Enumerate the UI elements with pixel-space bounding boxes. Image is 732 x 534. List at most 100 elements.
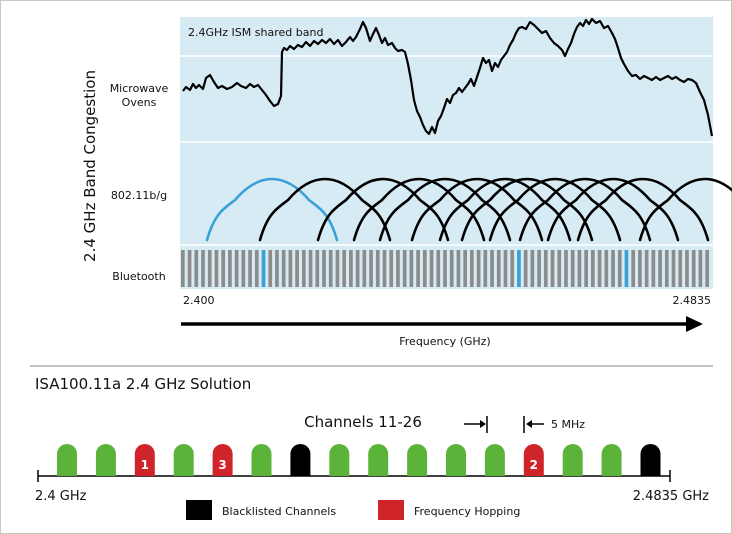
bluetooth-channel-bar: [543, 250, 548, 287]
wifi-channel-curve: [205, 177, 339, 242]
bluetooth-channel-bar: [705, 250, 709, 287]
bluetooth-channel-bar: [422, 250, 427, 287]
wifi-channel-curve: [352, 177, 486, 242]
freq-end-label: 2.4835: [673, 294, 712, 307]
legend-swatch-blacklisted: [186, 500, 212, 520]
bluetooth-channel-bar: [214, 250, 219, 287]
bluetooth-channel-bar: [550, 250, 555, 287]
bluetooth-channel-bar: [389, 250, 394, 287]
channel-normal: [446, 444, 466, 476]
bluetooth-channel-bar: [577, 250, 582, 287]
bluetooth-channel-bar: [308, 250, 313, 287]
bluetooth-channel-bars: [181, 250, 709, 287]
bluetooth-channel-bar: [268, 250, 273, 287]
channel-normal: [173, 444, 194, 476]
bluetooth-channel-bar: [449, 250, 454, 287]
bluetooth-channel-bar: [436, 250, 441, 287]
bluetooth-channel-bar: [207, 250, 212, 287]
bluetooth-channel-bar: [369, 250, 373, 287]
bluetooth-channel-bar: [644, 250, 649, 287]
bluetooth-channel-bar: [275, 250, 279, 287]
bluetooth-channel-bar: [698, 250, 703, 287]
bluetooth-channel-bar: [281, 250, 286, 287]
bluetooth-channel-bar: [510, 250, 515, 287]
channel-normal: [95, 444, 116, 476]
bluetooth-channel-bar: [658, 250, 662, 287]
channel-hop-number: 2: [530, 458, 538, 472]
bluetooth-channel-bar: [617, 250, 622, 287]
bluetooth-channel-bar: [584, 250, 588, 287]
bluetooth-channel-bar: [295, 250, 299, 287]
channel-normal: [562, 444, 583, 476]
wifi-channel-curves: [205, 177, 732, 242]
bluetooth-channel-bar: [604, 250, 609, 287]
wifi-channel-curve: [258, 177, 392, 242]
channel-blacklisted: [640, 444, 661, 476]
wifi-channel-curve: [316, 177, 450, 242]
bluetooth-channel-bar: [631, 250, 636, 287]
x-axis-title: Frequency (GHz): [399, 335, 490, 348]
bluetooth-channel-bar: [463, 250, 467, 287]
bluetooth-channel-bar: [591, 250, 595, 287]
channel-normal: [329, 444, 350, 476]
bluetooth-channel-bar: [564, 250, 568, 287]
row-label-bluetooth: Bluetooth: [112, 270, 165, 283]
bluetooth-channel-bar: [570, 250, 575, 287]
bluetooth-channel-bar: [624, 250, 629, 287]
bluetooth-channel-bar: [328, 250, 333, 287]
bluetooth-channel-bar: [517, 250, 521, 287]
channel-normal: [484, 444, 505, 476]
bluetooth-channel-bar: [382, 250, 387, 287]
bluetooth-channel-bar: [483, 250, 488, 287]
bluetooth-channel-bar: [248, 250, 252, 287]
channel-normal: [251, 444, 272, 476]
bluetooth-channel-bar: [201, 250, 205, 287]
bluetooth-channel-bar: [355, 250, 360, 287]
row-label-wifi: 802.11b/g: [111, 189, 167, 202]
legend-swatch-hopping: [378, 500, 404, 520]
bluetooth-channel-bar: [362, 250, 367, 287]
wifi-channel-curve: [518, 177, 652, 242]
wifi-channel-curve: [438, 177, 572, 242]
bluetooth-channel-bar: [537, 250, 541, 287]
channel-normal: [407, 444, 428, 476]
channel-hopping: [212, 444, 233, 476]
channel-hop-number: 1: [141, 458, 149, 472]
bluetooth-channel-bar: [530, 250, 535, 287]
bluetooth-channel-bar: [301, 250, 306, 287]
bluetooth-channel-bar: [402, 250, 407, 287]
bluetooth-channel-bar: [638, 250, 642, 287]
wifi-channel-curve: [378, 177, 512, 242]
bluetooth-channel-bar: [456, 250, 461, 287]
bluetooth-channel-bar: [221, 250, 226, 287]
bluetooth-channel-bar: [315, 250, 320, 287]
bluetooth-channel-bar: [691, 250, 696, 287]
isa100-channels: 1 3 2: [57, 444, 661, 476]
bluetooth-channel-bar: [678, 250, 683, 287]
bluetooth-channel-bar: [523, 250, 528, 287]
bluetooth-channel-bar: [490, 250, 494, 287]
bluetooth-channel-bar: [611, 250, 615, 287]
channel-hopping: [523, 444, 544, 476]
y-axis-title: 2.4 GHz Band Congestion: [81, 70, 99, 262]
wifi-channel-curve: [546, 177, 680, 242]
spacing-label: 5 MHz: [551, 418, 585, 431]
legend-label-hopping: Frequency Hopping: [414, 505, 520, 518]
wifi-channel-curve: [410, 177, 544, 242]
band-background: [180, 17, 713, 289]
bluetooth-channel-bar: [194, 250, 199, 287]
wifi-channel-curve: [638, 177, 732, 242]
bluetooth-channel-bar: [664, 250, 669, 287]
channels-label: Channels 11-26: [304, 413, 422, 431]
bluetooth-channel-bar: [597, 250, 602, 287]
arrow-right-icon: [480, 420, 486, 428]
bluetooth-channel-bar: [288, 250, 293, 287]
microwave-interference-trace: [182, 17, 714, 137]
bluetooth-channel-bar: [375, 250, 380, 287]
bluetooth-channel-bar: [416, 250, 420, 287]
bluetooth-channel-bar: [429, 250, 434, 287]
row-label-microwave-line2: Ovens: [122, 96, 157, 109]
arrow-head-icon: [686, 316, 703, 332]
freq-start-label: 2.400: [183, 294, 215, 307]
